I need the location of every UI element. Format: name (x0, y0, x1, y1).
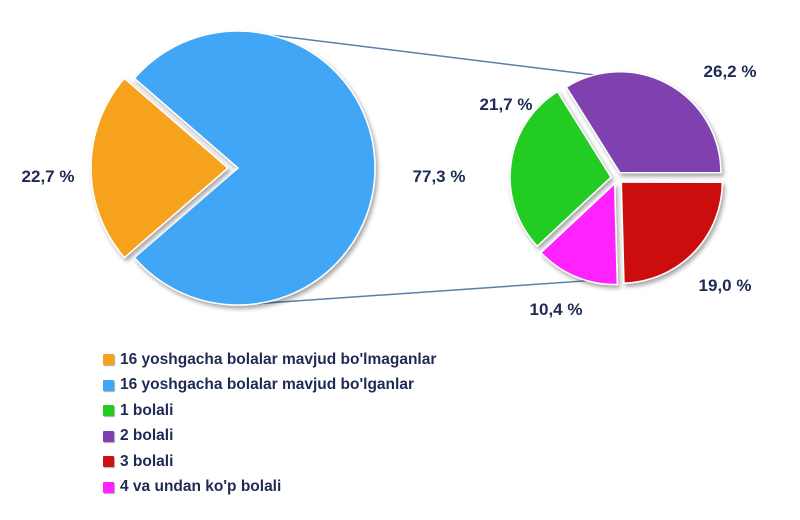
label-main-without-children: 22,7 % (22, 167, 75, 186)
legend-swatch (103, 405, 114, 417)
connector-lines (237, 30, 614, 306)
breakdown-slice-3-children (620, 181, 724, 284)
main-pie (90, 30, 376, 306)
connector-line-top (237, 30, 612, 78)
main-pie-slice-without-children (90, 77, 230, 259)
legend-item: 4 va undan ko'p bolali (103, 475, 436, 501)
connector-line-bottom (237, 278, 614, 306)
breakdown-slice-1-child (509, 90, 613, 248)
legend-item: 1 bolali (103, 398, 436, 424)
label-breakdown-2-children: 26,2 % (704, 62, 757, 81)
legend-label: 16 yoshgacha bolalar mavjud bo'lmaganlar (120, 350, 437, 368)
label-breakdown-1-child: 21,7 % (480, 95, 533, 114)
legend: 16 yoshgacha bolalar mavjud bo'lmaganlar… (103, 347, 436, 500)
legend-label: 4 va undan ko'p bolali (120, 478, 282, 496)
legend-item: 16 yoshgacha bolalar mavjud bo'lmaganlar (103, 347, 436, 373)
label-main-with-children: 77,3 % (413, 167, 466, 186)
main-pie-slice-with-children (133, 30, 376, 306)
label-breakdown-4plus-children: 10,4 % (530, 300, 583, 319)
legend-swatch (103, 379, 114, 391)
legend-item: 16 yoshgacha bolalar mavjud bo'lganlar (103, 373, 436, 399)
legend-label: 1 bolali (120, 401, 174, 419)
legend-swatch (103, 354, 114, 366)
legend-label: 2 bolali (120, 427, 174, 445)
legend-item: 2 bolali (103, 424, 436, 450)
breakdown-pie (509, 71, 724, 286)
legend-label: 3 bolali (120, 452, 174, 470)
legend-swatch (103, 481, 114, 493)
breakdown-slice-2-children (565, 71, 722, 174)
data-labels: 22,7 % 77,3 % 21,7 % 26,2 % 19,0 % 10,4 % (22, 62, 757, 319)
label-breakdown-3-children: 19,0 % (699, 276, 752, 295)
legend-label: 16 yoshgacha bolalar mavjud bo'lganlar (120, 376, 414, 394)
breakdown-slice-4plus-children (539, 181, 619, 286)
legend-swatch (103, 430, 114, 442)
legend-swatch (103, 456, 114, 468)
legend-item: 3 bolali (103, 449, 436, 475)
pie-of-pie-chart: 22,7 % 77,3 % 21,7 % 26,2 % 19,0 % 10,4 % (22, 30, 757, 319)
